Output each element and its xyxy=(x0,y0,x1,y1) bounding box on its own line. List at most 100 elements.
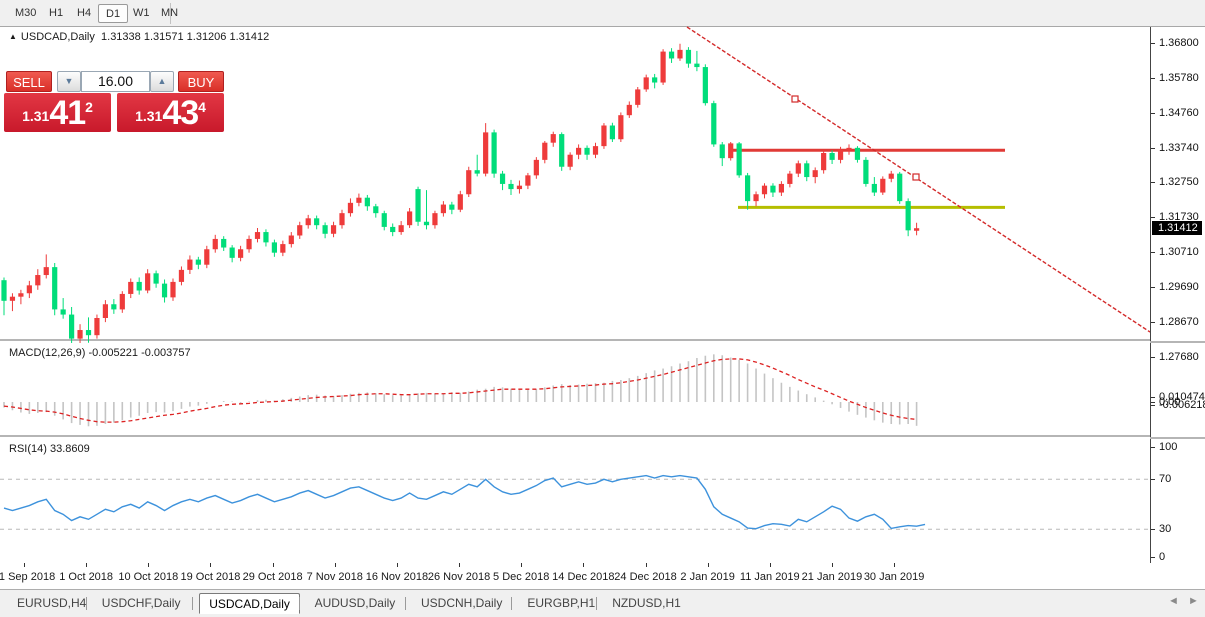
tabs-scroll-right-icon[interactable]: ► xyxy=(1188,595,1199,607)
bid-price-box[interactable]: 1.31 41 2 xyxy=(4,93,111,132)
bid-big: 41 xyxy=(49,94,86,132)
date-axis-label: 10 Oct 2018 xyxy=(118,571,179,583)
axis-tick xyxy=(1151,356,1155,358)
date-axis-label: 11 Jan 2019 xyxy=(739,571,800,583)
toolbar-divider xyxy=(170,3,171,24)
chart-tab-usdcnh[interactable]: USDCNH,Daily xyxy=(421,596,503,610)
date-axis-label: 21 Jan 2019 xyxy=(801,571,863,583)
bid-small: 1.31 xyxy=(22,108,50,124)
price-axis-label: 1.27680 xyxy=(1159,350,1199,363)
date-tick xyxy=(521,563,523,567)
price-chart-panel[interactable]: ▲ USDCAD,Daily 1.31338 1.31571 1.31206 1.… xyxy=(0,26,1151,355)
macd-label: MACD(12,26,9) -0.005221 -0.003757 xyxy=(9,347,191,359)
candlestick-chart[interactable] xyxy=(0,26,1151,355)
date-axis-label: 30 Jan 2019 xyxy=(863,571,925,583)
axis-tick xyxy=(1151,182,1155,184)
price-axis-label: 1.29690 xyxy=(1159,281,1199,294)
ask-sup: 4 xyxy=(198,99,206,115)
price-axis-label: 1.36800 xyxy=(1159,37,1199,49)
timeframe-tab-mn[interactable]: MN xyxy=(154,4,185,23)
date-axis-label: 2 Jan 2019 xyxy=(680,571,735,583)
axis-tick xyxy=(1151,287,1155,289)
symbol-triangle-icon: ▲ xyxy=(9,32,17,41)
date-axis-label: 26 Nov 2018 xyxy=(427,571,491,583)
date-axis-label: 7 Nov 2018 xyxy=(306,571,363,583)
date-tick xyxy=(769,563,771,567)
date-axis-label: 19 Oct 2018 xyxy=(180,571,241,583)
panel-separator xyxy=(1150,341,1205,343)
symbol-ohlc: 1.31338 1.31571 1.31206 1.31412 xyxy=(101,31,270,43)
axis-tick xyxy=(1151,78,1155,80)
panel-separator xyxy=(1150,437,1205,439)
rsi-line xyxy=(3,474,926,530)
price-axis-label: 1.34760 xyxy=(1159,107,1199,120)
date-tick xyxy=(831,563,833,567)
timeframe-tab-h1[interactable]: H1 xyxy=(49,7,64,19)
axis-tick xyxy=(1151,217,1155,219)
macd-signal-line xyxy=(3,358,917,423)
rsi-axis-label: 0 xyxy=(1159,551,1166,563)
date-tick xyxy=(148,563,150,567)
volume-increase-button[interactable]: ▲ xyxy=(150,71,174,92)
price-axis-label: 1.33740 xyxy=(1159,142,1199,155)
date-tick xyxy=(24,563,25,567)
ask-price-box[interactable]: 1.31 43 4 xyxy=(117,93,224,132)
chart-tab-usdchf[interactable]: USDCHF,Daily xyxy=(101,596,181,610)
axis-tick xyxy=(1151,113,1155,115)
ask-small: 1.31 xyxy=(135,108,163,124)
macd-chart xyxy=(3,354,918,427)
axis-tick xyxy=(1151,404,1155,406)
axis-tick xyxy=(1151,479,1155,481)
tab-separator xyxy=(511,597,513,610)
date-tick xyxy=(334,563,336,567)
date-tick xyxy=(86,563,88,567)
one-click-trade-panel: SELL ▼ 16.00 ▲ BUY 1.31 41 2 1.31 43 4 xyxy=(4,71,226,134)
tab-separator xyxy=(405,597,406,610)
volume-input[interactable]: 16.00 xyxy=(81,71,150,92)
axis-tick xyxy=(1151,447,1155,448)
tab-separator xyxy=(298,597,300,610)
buy-button[interactable]: BUY xyxy=(178,71,224,92)
tab-separator xyxy=(85,597,87,610)
ask-big: 43 xyxy=(162,94,199,132)
axis-tick xyxy=(1151,43,1155,44)
axis-tick xyxy=(1151,322,1155,324)
rsi-chart xyxy=(0,474,1150,530)
rsi-label: RSI(14) 33.8609 xyxy=(9,443,90,455)
price-axis-label: 1.35780 xyxy=(1159,72,1199,85)
rsi-panel[interactable]: RSI(14) 33.8609 xyxy=(0,439,1150,563)
date-tick xyxy=(272,563,274,567)
date-axis-label: 16 Nov 2018 xyxy=(365,571,429,583)
timeframe-tab-m30[interactable]: M30 xyxy=(15,7,37,19)
chart-tab-usdcad[interactable]: USDCAD,Daily xyxy=(199,593,300,614)
timeframe-tab-d1[interactable]: D1 xyxy=(98,4,129,23)
axis-tick xyxy=(1151,557,1155,558)
volume-decrease-button[interactable]: ▼ xyxy=(57,71,81,92)
chart-tab-audusd[interactable]: AUDUSD,Daily xyxy=(314,596,396,610)
date-axis-label: 1 Oct 2018 xyxy=(59,571,114,583)
current-price-tag: 1.31412 xyxy=(1152,221,1202,236)
tabs-scroll-left-icon[interactable]: ◄ xyxy=(1168,595,1179,607)
trendline-handle xyxy=(791,95,799,103)
date-tick xyxy=(396,563,398,567)
axis-tick xyxy=(1151,397,1155,399)
axis-tick xyxy=(1151,148,1155,150)
bid-sup: 2 xyxy=(85,99,93,115)
chart-tab-nzdusd[interactable]: NZDUSD,H1 xyxy=(612,596,681,610)
date-tick xyxy=(645,563,647,567)
axis-tick xyxy=(1151,402,1155,403)
timeframe-tab-h4[interactable]: H4 xyxy=(77,7,92,19)
rsi-axis-label: 70 xyxy=(1159,473,1172,486)
tab-separator xyxy=(192,597,194,610)
sell-button[interactable]: SELL xyxy=(6,71,52,92)
chart-tab-eurusd[interactable]: EURUSD,H4 xyxy=(17,596,87,610)
price-axis-label: 1.31730 xyxy=(1159,211,1199,224)
price-axis-label: 1.30710 xyxy=(1159,246,1199,259)
timeframe-tab-w1[interactable]: W1 xyxy=(133,7,150,19)
price-axis[interactable]: 1.36800 1.35780 1.34760 1.33740 1.32750 1.317… xyxy=(1150,27,1205,563)
chart-tab-eurgbp[interactable]: EURGBP,H1 xyxy=(527,596,596,610)
axis-tick xyxy=(1151,529,1155,531)
macd-axis-label: 0.010474 xyxy=(1159,391,1205,404)
macd-panel[interactable]: MACD(12,26,9) -0.005221 -0.003757 xyxy=(0,343,1150,437)
